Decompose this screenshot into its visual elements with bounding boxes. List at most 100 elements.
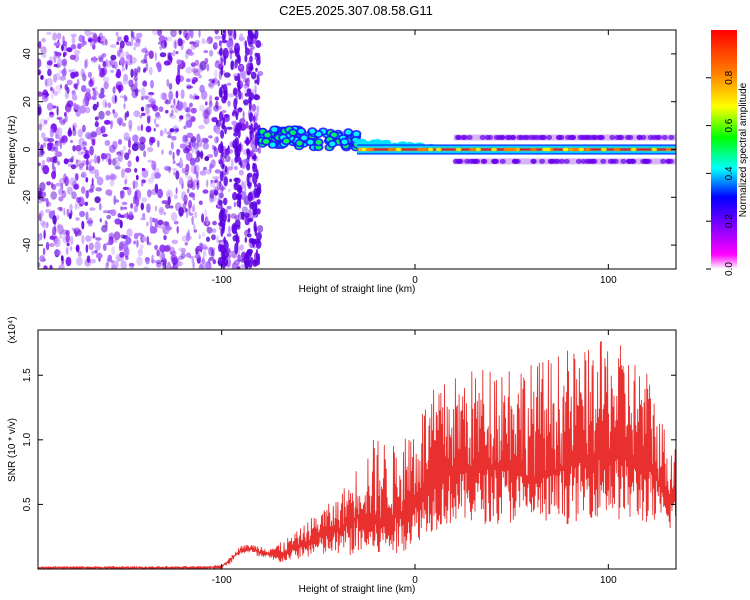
noise-blob <box>131 89 138 99</box>
noise-blob <box>241 92 244 100</box>
noise-blob <box>118 242 125 250</box>
side-band-blob <box>640 135 647 140</box>
noise-blob <box>155 259 162 265</box>
noise-blob <box>75 245 80 252</box>
noise-blob <box>179 143 187 149</box>
main-band-peak <box>417 147 424 152</box>
noise-blob <box>41 132 46 139</box>
chart-title: C2E5.2025.307.08.58.G11 <box>279 3 433 18</box>
side-band-blob <box>539 158 546 164</box>
noise-blob <box>81 220 85 230</box>
noise-blob <box>140 124 143 132</box>
noise-blob <box>237 254 241 262</box>
noise-blob <box>157 191 161 195</box>
noise-blob <box>205 106 212 116</box>
noise-blob <box>87 165 95 171</box>
noise-blob <box>134 168 138 173</box>
noise-stripe-blob <box>221 84 225 89</box>
noise-blob <box>254 84 257 94</box>
noise-blob <box>82 72 85 77</box>
noise-blob <box>98 72 106 78</box>
noise-stripe-blob <box>232 192 238 201</box>
side-band-blob <box>591 158 598 164</box>
noise-blob <box>190 107 197 114</box>
noise-blob <box>165 109 169 114</box>
noise-blob <box>59 134 63 139</box>
noise-blob <box>46 102 54 111</box>
noise-blob <box>57 223 60 229</box>
transition-blob <box>269 142 276 148</box>
noise-blob <box>196 150 201 158</box>
noise-blob <box>118 85 122 94</box>
noise-blob <box>132 134 139 142</box>
noise-blob <box>55 72 61 81</box>
noise-blob <box>133 46 136 51</box>
noise-blob <box>56 32 62 40</box>
noise-blob <box>175 74 181 85</box>
noise-blob <box>38 146 42 155</box>
noise-blob <box>218 186 226 191</box>
noise-blob <box>50 56 52 62</box>
noise-blob <box>102 60 107 68</box>
noise-blob <box>52 88 55 94</box>
noise-blob <box>164 245 171 252</box>
noise-stripe-blob <box>221 123 226 130</box>
noise-blob <box>83 146 87 152</box>
noise-stripe-blob <box>219 170 224 182</box>
noise-blob <box>148 66 153 76</box>
noise-blob <box>117 49 121 57</box>
noise-blob <box>178 39 185 45</box>
noise-blob <box>203 109 210 119</box>
noise-blob <box>233 263 240 267</box>
noise-blob <box>214 42 218 47</box>
noise-stripe-blob <box>221 251 226 263</box>
main-band-peak <box>614 147 621 152</box>
noise-blob <box>227 248 231 253</box>
noise-stripe-blob <box>236 266 241 269</box>
noise-blob <box>188 199 193 209</box>
noise-blob <box>113 157 121 162</box>
noise-blob <box>91 250 95 255</box>
noise-blob <box>239 244 244 251</box>
noise-stripe-blob <box>246 148 250 155</box>
noise-blob <box>105 110 111 116</box>
noise-blob <box>50 191 57 200</box>
noise-blob <box>201 213 205 223</box>
noise-blob <box>110 209 117 217</box>
noise-blob <box>164 40 167 48</box>
noise-blob <box>65 256 72 267</box>
noise-blob <box>217 80 220 87</box>
noise-blob <box>46 181 52 186</box>
noise-blob <box>39 255 45 263</box>
heatmap-x-ticks: -100 0 100 <box>212 30 617 286</box>
noise-blob <box>99 202 102 211</box>
noise-stripe-blob <box>223 176 228 187</box>
noise-blob <box>107 254 113 262</box>
noise-blob <box>50 182 54 189</box>
noise-blob <box>125 236 132 245</box>
noise-blob <box>98 92 105 99</box>
noise-blob <box>92 232 95 239</box>
noise-blob <box>55 182 62 187</box>
noise-blob <box>104 119 111 125</box>
noise-blob <box>106 175 113 180</box>
noise-blob <box>206 63 210 72</box>
noise-blob <box>70 210 73 217</box>
noise-blob <box>211 234 216 241</box>
noise-blob <box>128 125 132 132</box>
noise-blob <box>101 67 108 76</box>
noise-blob <box>103 81 109 90</box>
noise-blob <box>58 264 65 269</box>
noise-stripe-blob <box>246 88 252 95</box>
noise-blob <box>112 64 115 69</box>
noise-blob <box>81 85 87 93</box>
noise-blob <box>166 226 173 231</box>
noise-blob <box>126 110 130 118</box>
noise-blob <box>174 128 179 132</box>
noise-blob <box>141 169 149 178</box>
noise-blob <box>230 60 235 70</box>
noise-blob <box>82 97 89 107</box>
noise-blob <box>71 35 76 45</box>
main-band-peak <box>600 147 607 152</box>
noise-blob <box>79 105 86 114</box>
